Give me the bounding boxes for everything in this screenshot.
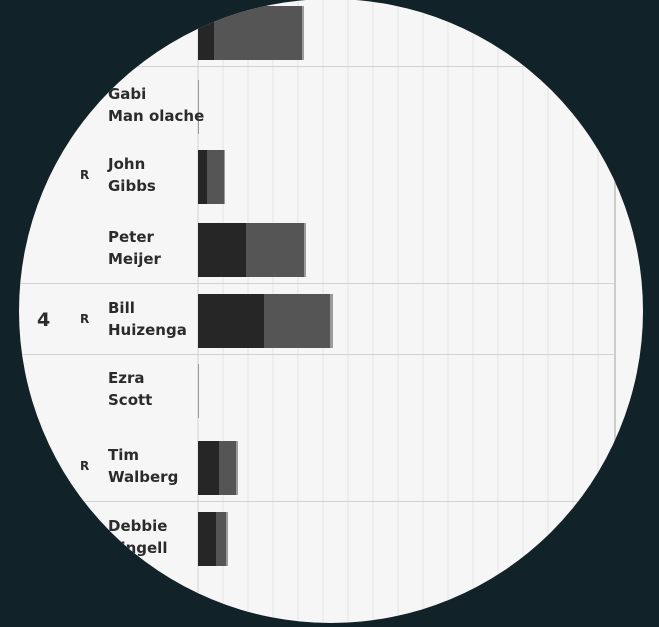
- candidate-name: Bill Huizenga: [108, 299, 187, 339]
- bar-general: [214, 6, 302, 60]
- bar-other: [226, 512, 228, 566]
- bar-general: [246, 223, 304, 277]
- candidate-name: Tim Walberg: [108, 446, 178, 486]
- bar-other: [302, 6, 304, 60]
- party-label: R: [80, 459, 89, 473]
- bar-other: [198, 364, 199, 418]
- bar-primary: [198, 512, 216, 566]
- bar-other: [198, 80, 199, 134]
- chart-viewport: Gabi Man olache John Gibbs R Peter Meijer Bill H…: [19, 0, 643, 623]
- bar-other: [224, 150, 225, 204]
- candidate-name: Ezra Scott: [108, 369, 152, 409]
- candidate-name: Gabi Man olache: [108, 85, 204, 125]
- row-dividers: [19, 66, 615, 502]
- bars: [198, 6, 333, 566]
- party-label: R: [80, 168, 89, 182]
- bar-general: [219, 441, 236, 495]
- candidate-name: Debbie Dingell: [108, 517, 167, 557]
- bar-primary: [198, 6, 214, 60]
- bar-primary: [198, 294, 264, 348]
- bar-primary: [198, 150, 207, 204]
- bar-primary: [198, 223, 246, 277]
- bar-other: [304, 223, 306, 277]
- bar-general: [216, 512, 226, 566]
- row-labels: Gabi Man olache John Gibbs R Peter Meijer Bill H…: [37, 85, 204, 557]
- party-label: R: [80, 312, 89, 326]
- district-number: 4: [37, 309, 50, 331]
- bar-general: [207, 150, 224, 204]
- candidate-name: Peter Meijer: [108, 228, 162, 268]
- bar-primary: [198, 441, 219, 495]
- bar-other: [330, 294, 333, 348]
- bar-other: [236, 441, 238, 495]
- bar-chart: Gabi Man olache John Gibbs R Peter Meijer Bill H…: [19, 0, 616, 623]
- candidate-name: John Gibbs: [107, 155, 156, 195]
- bar-general: [264, 294, 330, 348]
